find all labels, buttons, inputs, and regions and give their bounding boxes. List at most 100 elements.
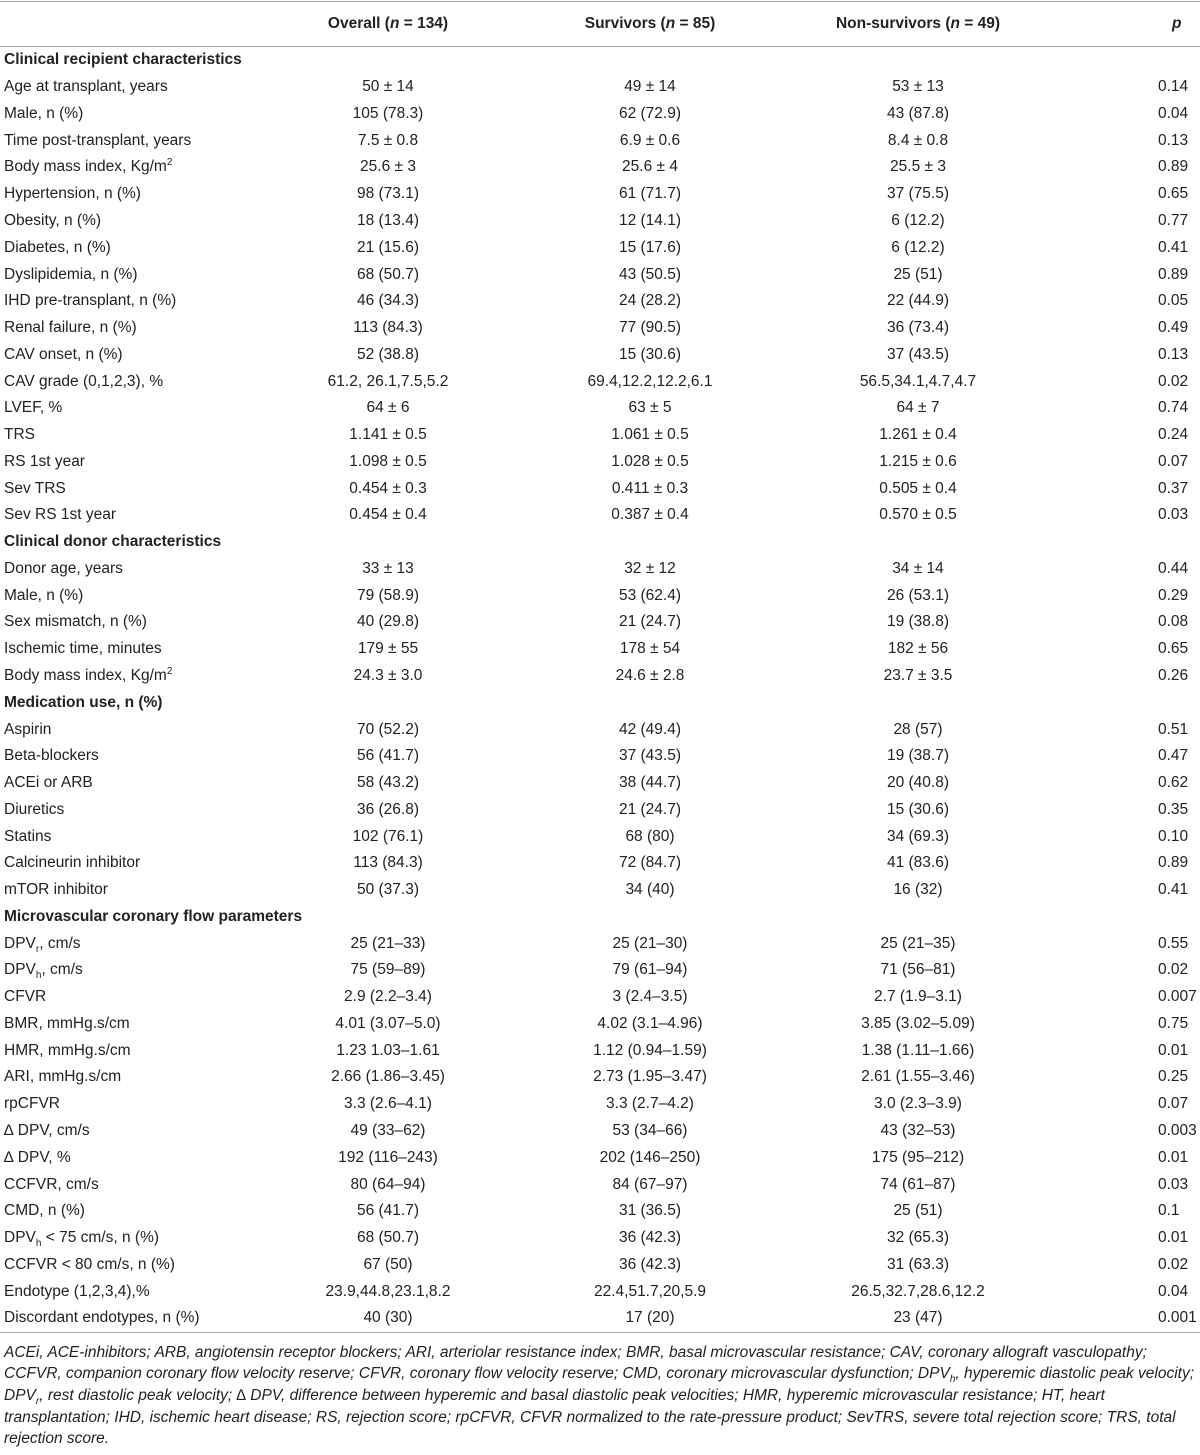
- row-label: Diuretics: [0, 796, 260, 823]
- text-segment: = 49): [959, 15, 1001, 32]
- text: 0.51: [1158, 720, 1189, 738]
- text: 68 (80): [625, 827, 675, 845]
- cell: 0.49: [1052, 315, 1200, 342]
- text: Sex mismatch, n (%): [4, 613, 147, 631]
- data-row: Diabetes, n (%) 21 (15.6) 15 (17.6) 6 (12.2…: [0, 234, 1200, 261]
- cell: 0.04: [1052, 101, 1200, 128]
- text: 0.47: [1158, 747, 1189, 765]
- cell: 25.6 ± 3: [260, 154, 516, 181]
- cell: 33 ± 13: [260, 556, 516, 583]
- section-row: Clinical recipient characteristics: [0, 47, 1200, 74]
- data-row: rpCFVR 3.3 (2.6–4.1) 3.3 (2.7–4.2) 3.0 (2.3…: [0, 1091, 1200, 1118]
- cell: 0.89: [1052, 261, 1200, 288]
- row-label: CCFVR < 80 cm/s, n (%): [0, 1251, 260, 1278]
- cell: 43 (87.8): [784, 101, 1052, 128]
- cell: 41 (83.6): [784, 850, 1052, 877]
- text: 178 ± 54: [619, 640, 681, 658]
- cell: 43 (50.5): [516, 261, 784, 288]
- cell: 84 (67–97): [516, 1171, 784, 1198]
- cell: 68 (80): [516, 823, 784, 850]
- row-label: Body mass index, Kg/m2: [0, 154, 260, 181]
- cell: 19 (38.7): [784, 743, 1052, 770]
- data-row: Aspirin 70 (52.2) 42 (49.4) 28 (57) 0.51: [0, 716, 1200, 743]
- text: 32 (65.3): [886, 1229, 950, 1247]
- cell: 17 (20): [516, 1305, 784, 1332]
- text: 0.62: [1158, 774, 1189, 792]
- text: 62 (72.9): [618, 104, 682, 122]
- text: 0.65: [1158, 640, 1189, 658]
- cell: 22 (44.9): [784, 288, 1052, 315]
- cell: 6.9 ± 0.6: [516, 127, 784, 154]
- text: 36 (42.3): [618, 1229, 682, 1247]
- text-segment: , cm/s: [39, 934, 81, 952]
- text: 179 ± 55: [357, 640, 419, 658]
- cell: 0.454 ± 0.3: [260, 475, 516, 502]
- text: 23.7 ± 3.5: [883, 666, 953, 684]
- text: 0.05: [1158, 292, 1189, 310]
- cell: 3.85 (3.02–5.09): [784, 1011, 1052, 1038]
- cell: 0.07: [1052, 1091, 1200, 1118]
- text: 4.02 (3.1–4.96): [597, 1014, 703, 1032]
- row-label: Diabetes, n (%): [0, 234, 260, 261]
- cell: 113 (84.3): [260, 315, 516, 342]
- cell: 0.89: [1052, 154, 1200, 181]
- cell: 0.01: [1052, 1037, 1200, 1064]
- cell: 1.215 ± 0.6: [784, 448, 1052, 475]
- text: Renal failure, n (%): [4, 319, 137, 337]
- cell: 19 (38.8): [784, 609, 1052, 636]
- text: Obesity, n (%): [4, 211, 102, 229]
- cell: 21 (24.7): [516, 609, 784, 636]
- text: 25 (21–35): [880, 934, 956, 952]
- cell: 0.65: [1052, 181, 1200, 208]
- cell: 15 (17.6): [516, 234, 784, 261]
- text: 32 ± 12: [624, 559, 676, 577]
- row-label: Male, n (%): [0, 582, 260, 609]
- cell: 64 ± 6: [260, 395, 516, 422]
- text: 202 (146–250): [599, 1148, 701, 1166]
- cell: 0.74: [1052, 395, 1200, 422]
- text: 0.44: [1158, 559, 1189, 577]
- data-row: IHD pre-transplant, n (%) 46 (34.3) 24 (28…: [0, 288, 1200, 315]
- text: Medication use, n (%): [4, 693, 163, 711]
- cell: 56 (41.7): [260, 743, 516, 770]
- data-row: TRS 1.141 ± 0.5 1.061 ± 0.5 1.261 ± 0.4 0.24: [0, 422, 1200, 449]
- text: CFVR: [4, 988, 47, 1006]
- cell: 0.02: [1052, 368, 1200, 395]
- text-segment: , rest diastolic peak velocity; ∆ DPV, d…: [4, 1386, 1176, 1448]
- data-row: Hypertension, n (%) 98 (73.1) 61 (71.7) 37 …: [0, 181, 1200, 208]
- text: 25 (51): [893, 1202, 943, 1220]
- cell: 2.66 (1.86–3.45): [260, 1064, 516, 1091]
- text: 1.141 ± 0.5: [349, 426, 427, 444]
- text: 0.26: [1158, 666, 1189, 684]
- cell: 102 (76.1): [260, 823, 516, 850]
- text-segment: = 85): [675, 15, 716, 32]
- cell: 0.03: [1052, 502, 1200, 529]
- column-header: Non-survivors (n = 49): [784, 1, 1052, 47]
- cell: 1.141 ± 0.5: [260, 422, 516, 449]
- cell: 0.02: [1052, 957, 1200, 984]
- cell: 0.02: [1052, 1251, 1200, 1278]
- text: CAV onset, n (%): [4, 345, 123, 363]
- text: 26.5,32.7,28.6,12.2: [851, 1282, 985, 1300]
- cell: 0.003: [1052, 1118, 1200, 1145]
- cell: 23 (47): [784, 1305, 1052, 1332]
- section-title: Clinical recipient characteristics: [0, 47, 1200, 74]
- text: Sev RS 1st year: [4, 506, 116, 524]
- cell: 52 (38.8): [260, 341, 516, 368]
- text: 16 (32): [893, 881, 943, 899]
- text: 8.4 ± 0.8: [887, 131, 949, 149]
- data-row: ARI, mmHg.s/cm 2.66 (1.86–3.45) 2.73 (1.95…: [0, 1064, 1200, 1091]
- text: Sev TRS: [4, 479, 66, 497]
- text: CAV grade (0,1,2,3), %: [4, 372, 164, 390]
- data-row: Ischemic time, minutes 179 ± 55 178 ± 54 18…: [0, 636, 1200, 663]
- row-label: CAV grade (0,1,2,3), %: [0, 368, 260, 395]
- text: 0.89: [1158, 265, 1189, 283]
- text: Hypertension, n (%): [4, 185, 141, 203]
- text: 52 (38.8): [356, 345, 420, 363]
- cell: 40 (30): [260, 1305, 516, 1332]
- data-row: Dyslipidemia, n (%) 68 (50.7) 43 (50.5) 25 …: [0, 261, 1200, 288]
- text: 0.03: [1158, 506, 1189, 524]
- text: 192 (116–243): [338, 1148, 438, 1166]
- row-label: ACEi or ARB: [0, 770, 260, 797]
